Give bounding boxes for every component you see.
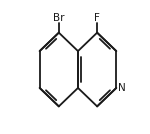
Text: F: F xyxy=(94,13,100,23)
Text: Br: Br xyxy=(53,13,64,23)
Text: N: N xyxy=(118,83,125,93)
